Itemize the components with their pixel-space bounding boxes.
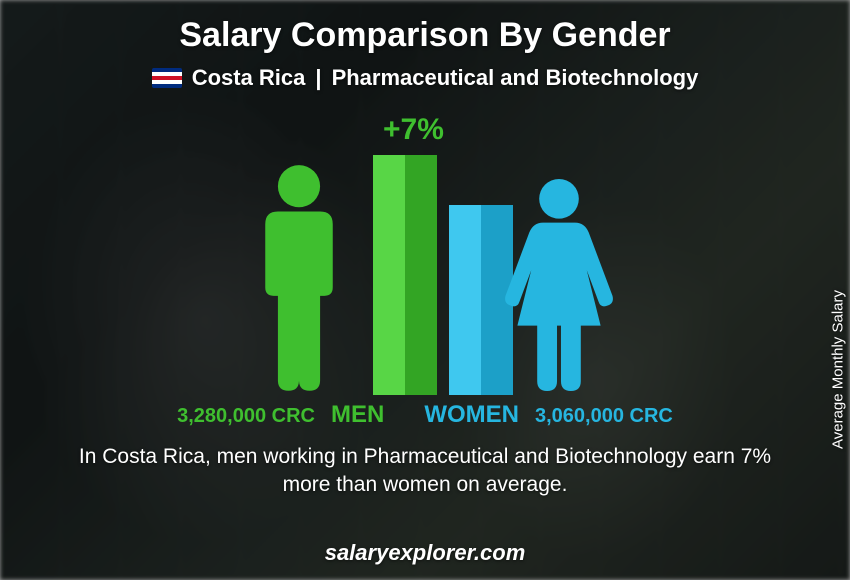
woman-icon <box>497 177 621 395</box>
costa-rica-flag-icon <box>152 68 182 88</box>
percent-difference-label: +7% <box>383 113 444 147</box>
men-value: 3,280,000 CRC <box>177 405 315 428</box>
man-icon <box>245 163 353 395</box>
main-title: Salary Comparison By Gender <box>179 16 670 55</box>
man-head <box>278 165 320 207</box>
woman-head <box>539 179 579 219</box>
man-body <box>265 212 332 391</box>
labels-row: 3,280,000 CRC MEN WOMEN 3,060,000 CRC <box>105 401 745 429</box>
site-credit: salaryexplorer.com <box>325 540 526 566</box>
subtitle-separator: | <box>315 65 321 91</box>
men-category: MEN <box>331 401 384 429</box>
infographic-content: Salary Comparison By Gender Costa Rica |… <box>0 0 850 580</box>
woman-body <box>505 223 613 391</box>
subtitle-industry: Pharmaceutical and Biotechnology <box>332 65 699 91</box>
subtitle-row: Costa Rica | Pharmaceutical and Biotechn… <box>152 65 699 91</box>
women-category: WOMEN <box>424 401 519 429</box>
caption-text: In Costa Rica, men working in Pharmaceut… <box>65 443 785 500</box>
women-value: 3,060,000 CRC <box>535 405 673 428</box>
chart-area: +7% 3,280,000 CRC MEN WOMEN 3,060,000 CR… <box>105 119 745 429</box>
subtitle-country: Costa Rica <box>192 65 306 91</box>
men-bar <box>373 155 437 395</box>
y-axis-label: Average Monthly Salary <box>830 290 847 449</box>
